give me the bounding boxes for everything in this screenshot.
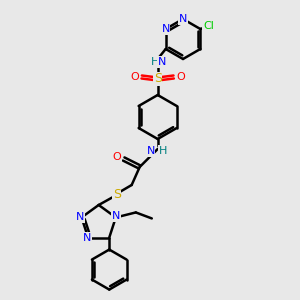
Text: H: H — [151, 57, 159, 67]
Text: S: S — [113, 188, 121, 202]
Text: N: N — [161, 24, 170, 34]
Text: N: N — [112, 212, 120, 221]
Text: S: S — [154, 73, 162, 85]
Text: N: N — [146, 146, 155, 156]
Text: N: N — [83, 232, 91, 243]
Text: N: N — [158, 57, 166, 67]
Text: O: O — [112, 152, 121, 162]
Text: O: O — [130, 72, 139, 82]
Text: H: H — [158, 146, 167, 156]
Text: Cl: Cl — [203, 21, 214, 31]
Text: N: N — [76, 212, 85, 222]
Text: N: N — [179, 14, 187, 24]
Text: O: O — [176, 72, 185, 82]
